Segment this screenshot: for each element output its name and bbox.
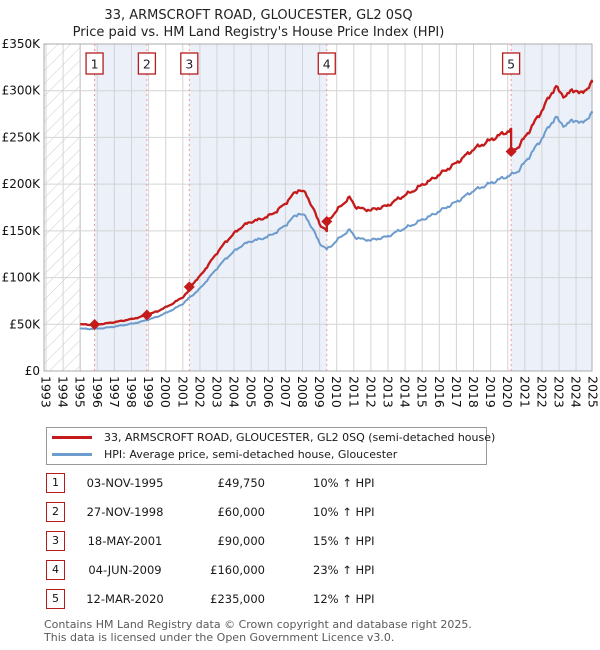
property-line-swatch xyxy=(52,436,92,439)
transaction-row-3: 3 18-MAY-2001 £90,000 15% ↑ HPI xyxy=(0,530,374,551)
legend-item-hpi: HPI: Average price, semi-detached house,… xyxy=(47,446,486,463)
transaction-row-4: 4 04-JUN-2009 £160,000 23% ↑ HPI xyxy=(0,559,374,580)
sale-date: 27-NOV-1998 xyxy=(86,504,164,519)
svg-text:2004: 2004 xyxy=(227,376,242,408)
sale-number-badge: 2 xyxy=(46,501,65,522)
svg-text:2005: 2005 xyxy=(244,376,259,408)
sale-vs-hpi: 10% ↑ HPI xyxy=(313,504,375,519)
hpi-line-swatch xyxy=(52,453,92,456)
svg-text:2000: 2000 xyxy=(158,376,173,408)
sale-vs-hpi: 23% ↑ HPI xyxy=(313,562,375,577)
gridlines xyxy=(44,43,592,372)
sale-vs-hpi: 15% ↑ HPI xyxy=(313,533,375,548)
svg-text:2001: 2001 xyxy=(175,376,190,408)
transaction-row-5: 5 12-MAR-2020 £235,000 12% ↑ HPI xyxy=(0,588,374,609)
svg-text:2011: 2011 xyxy=(346,376,361,408)
svg-text:2021: 2021 xyxy=(517,376,532,408)
transaction-row-2: 2 27-NOV-1998 £60,000 10% ↑ HPI xyxy=(0,501,374,522)
sale-number-badge: 4 xyxy=(46,559,65,580)
sale-vs-hpi: 10% ↑ HPI xyxy=(313,475,375,490)
no-data-hatch xyxy=(44,44,81,371)
svg-text:£350K: £350K xyxy=(2,37,42,51)
svg-text:2023: 2023 xyxy=(552,376,567,408)
svg-text:2014: 2014 xyxy=(398,376,413,408)
price-chart-svg: 1 2 3 4 5 £0 £50K £100K £150K £200K £250K £300K £350… xyxy=(2,37,600,408)
svg-text:2007: 2007 xyxy=(278,376,293,408)
sale-date: 18-MAY-2001 xyxy=(87,533,163,548)
svg-text:£300K: £300K xyxy=(2,84,42,98)
svg-text:2008: 2008 xyxy=(295,376,310,408)
sale-price: £49,750 xyxy=(217,475,265,490)
transaction-row-1: 1 03-NOV-1995 £49,750 10% ↑ HPI xyxy=(0,472,374,493)
sale-price: £235,000 xyxy=(210,591,265,606)
svg-text:4: 4 xyxy=(323,57,331,72)
svg-text:1993: 1993 xyxy=(39,376,54,408)
sale-date: 12-MAR-2020 xyxy=(86,591,164,606)
svg-text:2009: 2009 xyxy=(312,376,327,408)
legend-item-property: 33, ARMSCROFT ROAD, GLOUCESTER, GL2 0SQ … xyxy=(47,429,495,446)
sale-price: £90,000 xyxy=(217,533,265,548)
svg-text:£150K: £150K xyxy=(2,224,42,238)
svg-text:2012: 2012 xyxy=(363,376,378,408)
svg-text:1998: 1998 xyxy=(124,376,139,408)
svg-text:1994: 1994 xyxy=(56,376,71,408)
svg-text:2019: 2019 xyxy=(483,376,498,408)
sale-price: £60,000 xyxy=(217,504,265,519)
plot-border xyxy=(43,43,593,372)
sale-number-badge: 3 xyxy=(46,530,65,551)
sale-number-badge: 5 xyxy=(46,588,65,609)
svg-text:1995: 1995 xyxy=(73,376,88,408)
page-subtitle: Price paid vs. HM Land Registry's House … xyxy=(72,25,445,40)
svg-text:2020: 2020 xyxy=(500,376,515,408)
sale-number-badge: 1 xyxy=(46,472,65,493)
svg-text:2018: 2018 xyxy=(466,376,481,408)
svg-text:1999: 1999 xyxy=(141,376,156,408)
x-axis-labels: 1993 1994 1995 1996 1997 1998 1999 2000 2001 2002… xyxy=(39,376,600,408)
chart-legend: 33, ARMSCROFT ROAD, GLOUCESTER, GL2 0SQ … xyxy=(46,427,495,465)
hpi-line xyxy=(79,110,593,331)
svg-text:5: 5 xyxy=(507,57,515,72)
sale-number-markers: 1 2 3 4 5 xyxy=(85,52,521,75)
footer-line-2: This data is licensed under the Open Gov… xyxy=(44,630,395,644)
svg-text:2017: 2017 xyxy=(449,376,464,408)
property-price-line xyxy=(79,79,594,327)
sale-points xyxy=(89,145,517,331)
sale-vs-hpi: 12% ↑ HPI xyxy=(313,591,375,606)
ownership-bands xyxy=(94,44,592,371)
legend-label-property: 33, ARMSCROFT ROAD, GLOUCESTER, GL2 0SQ … xyxy=(104,431,496,444)
chart-titles: 33, ARMSCROFT ROAD, GLOUCESTER, GL2 0SQ … xyxy=(0,7,517,41)
svg-text:2013: 2013 xyxy=(381,376,396,408)
svg-text:£200K: £200K xyxy=(2,177,42,191)
sale-date: 04-JUN-2009 xyxy=(88,562,162,577)
svg-text:2015: 2015 xyxy=(415,376,430,408)
svg-text:2006: 2006 xyxy=(261,376,276,408)
svg-text:£0: £0 xyxy=(25,364,40,378)
svg-text:2002: 2002 xyxy=(192,376,207,408)
svg-text:£100K: £100K xyxy=(2,271,42,285)
sale-price: £160,000 xyxy=(210,562,265,577)
svg-text:1996: 1996 xyxy=(90,376,105,408)
legend-label-hpi: HPI: Average price, semi-detached house,… xyxy=(104,448,398,461)
svg-text:2024: 2024 xyxy=(569,376,584,408)
license-footer: Contains HM Land Registry data © Crown c… xyxy=(44,618,472,644)
footer-line-1: Contains HM Land Registry data © Crown c… xyxy=(44,618,472,631)
svg-text:2022: 2022 xyxy=(534,376,549,408)
page-title: 33, ARMSCROFT ROAD, GLOUCESTER, GL2 0SQ xyxy=(104,8,413,23)
y-axis-labels: £0 £50K £100K £150K £200K £250K £300K £350K xyxy=(2,37,42,378)
svg-text:2010: 2010 xyxy=(329,376,344,408)
svg-text:£50K: £50K xyxy=(9,317,41,331)
sale-date: 03-NOV-1995 xyxy=(86,475,164,490)
svg-text:1: 1 xyxy=(91,57,99,72)
svg-text:1997: 1997 xyxy=(107,376,122,408)
svg-text:2025: 2025 xyxy=(586,376,600,408)
svg-text:2: 2 xyxy=(143,57,151,72)
svg-text:2016: 2016 xyxy=(432,376,447,408)
svg-text:3: 3 xyxy=(185,57,193,72)
svg-text:2003: 2003 xyxy=(210,376,225,408)
svg-text:£250K: £250K xyxy=(2,130,42,144)
